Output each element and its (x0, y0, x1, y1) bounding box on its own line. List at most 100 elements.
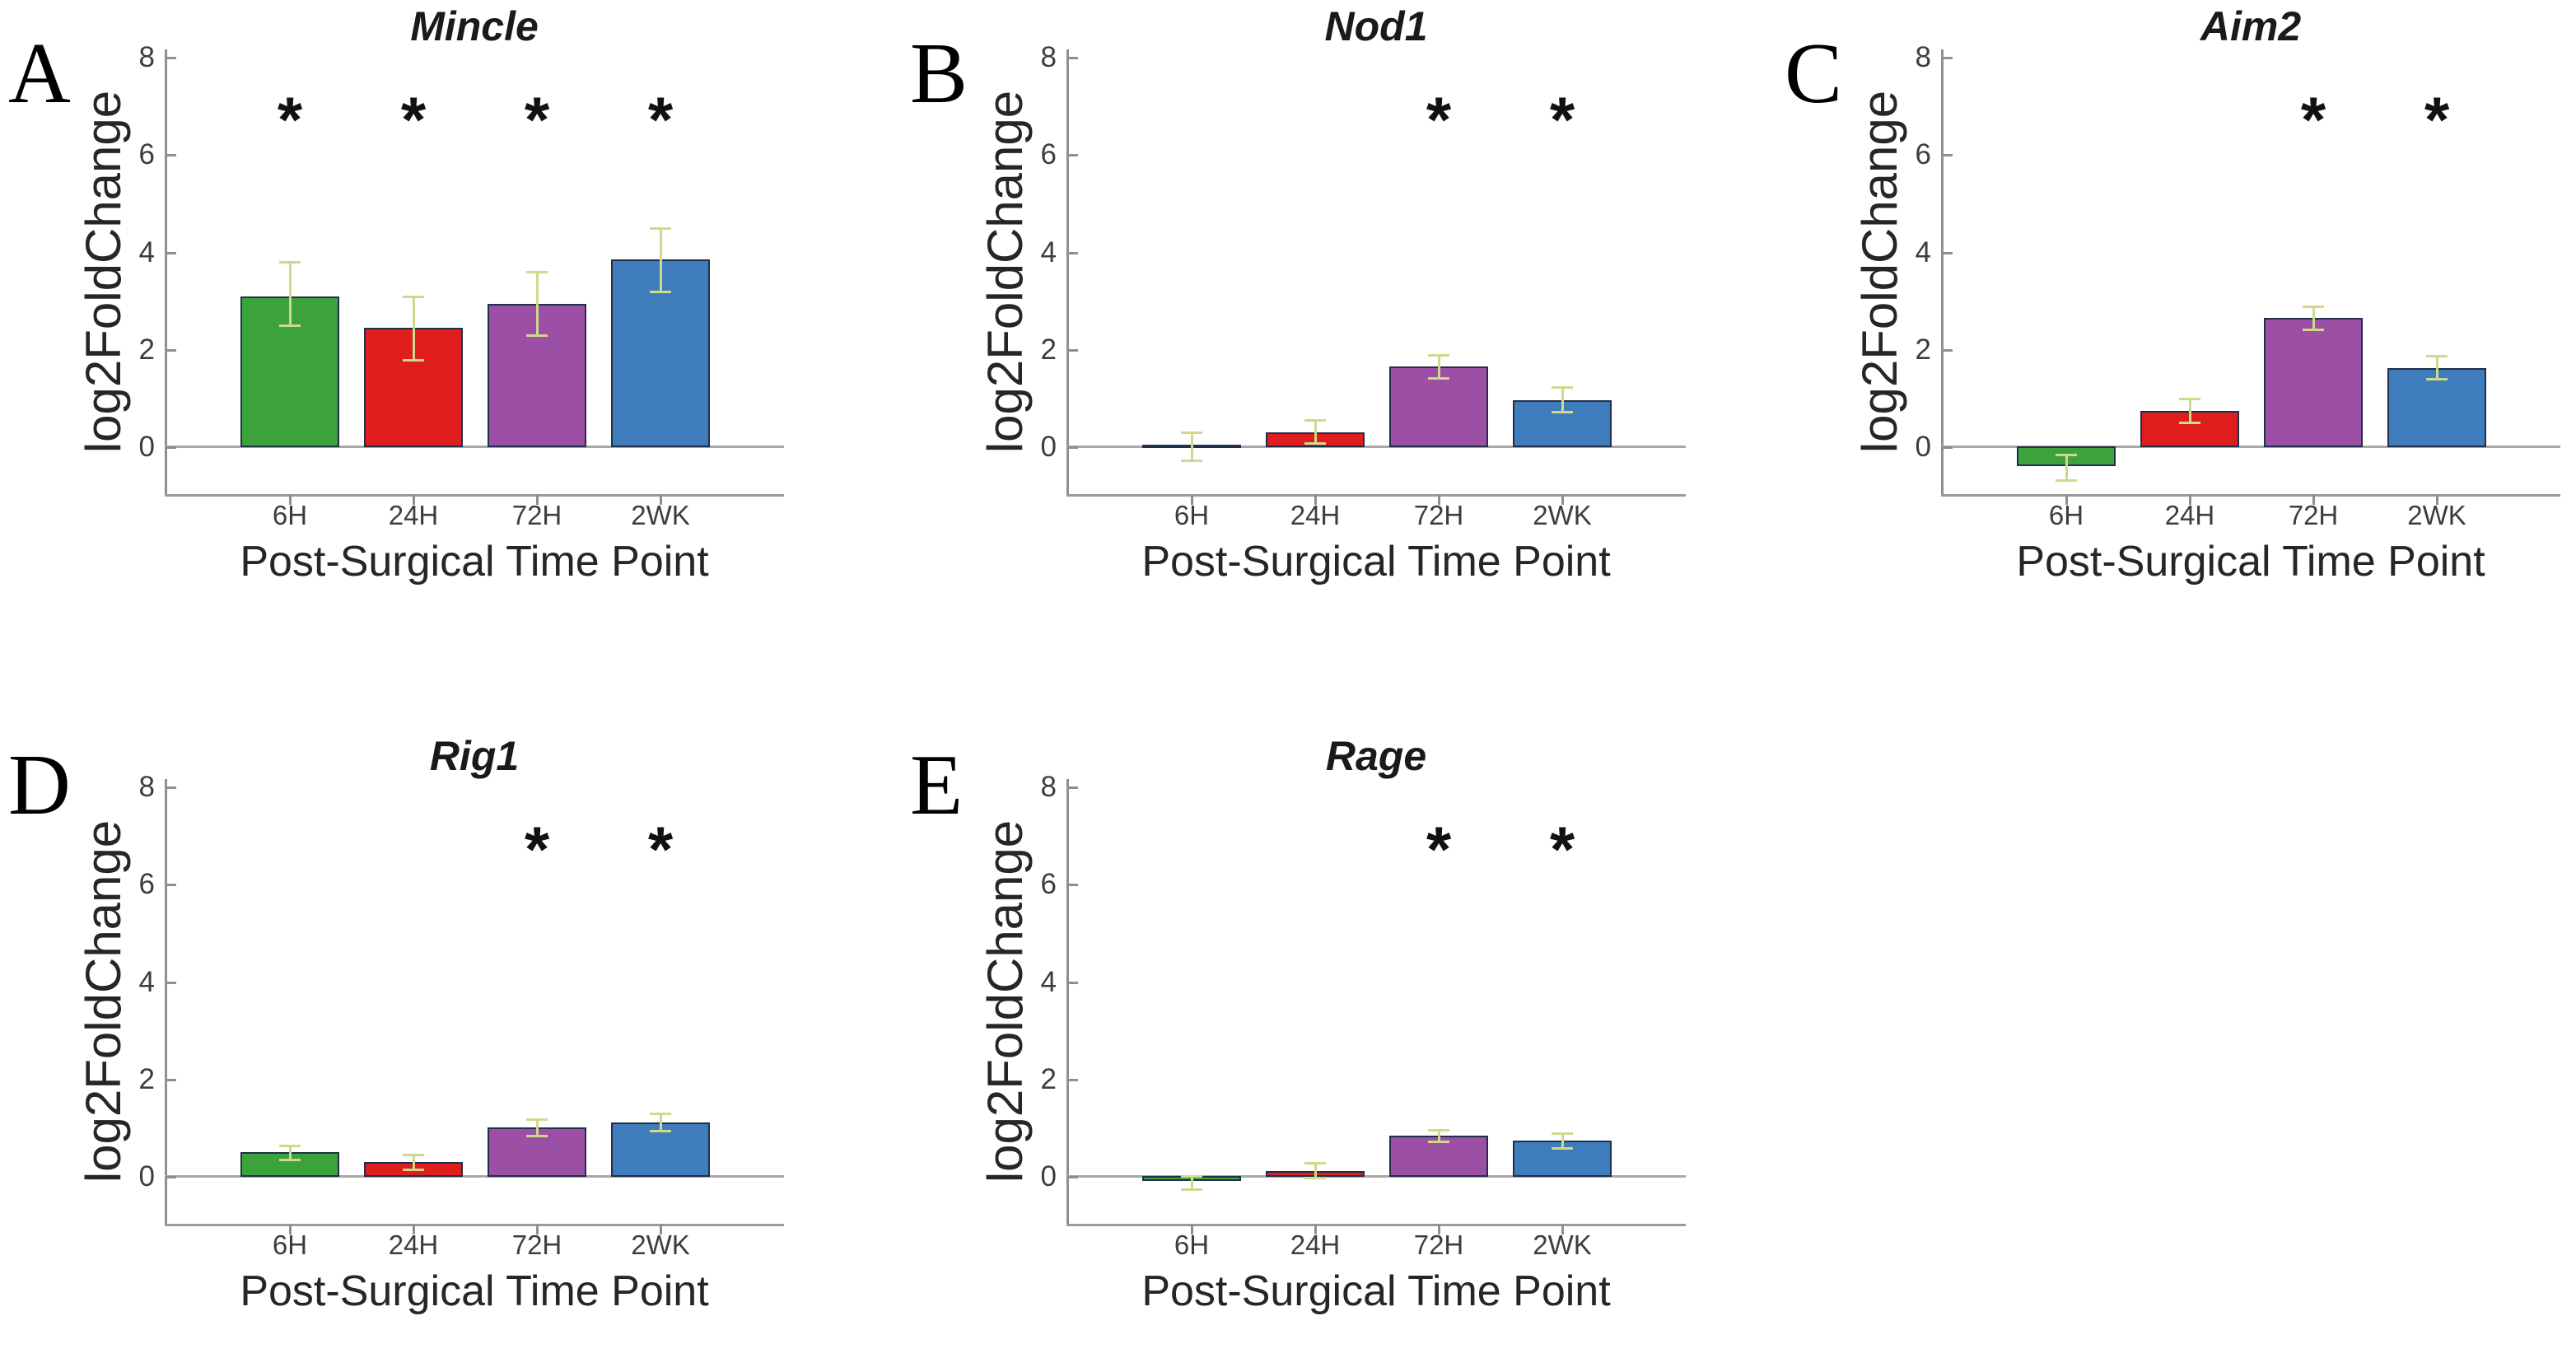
panel-a-mincle: A Mincle log2FoldChange 0 2 4 6 8 6H * 24H * 72H * 2WK… (0, 0, 824, 642)
y-axis-line (1066, 779, 1069, 1226)
error-bar-cap-bottom (1552, 411, 1573, 414)
y-tick-label: 0 (138, 431, 155, 463)
chart-title: Mincle (410, 3, 539, 49)
y-axis-label: log2FoldChange (1852, 90, 1907, 454)
y-tick (1066, 1176, 1078, 1178)
x-tick-label: 6H (1174, 1230, 1210, 1260)
error-bar-cap-top (1428, 353, 1449, 357)
y-tick-label: 2 (1040, 1062, 1057, 1095)
x-tick (660, 494, 662, 505)
x-axis-label: Post-Surgical Time Point (1141, 1267, 1611, 1315)
x-tick-label: 6H (272, 500, 308, 530)
error-bar-line (1314, 1163, 1317, 1178)
x-tick (289, 1224, 292, 1234)
y-tick-label: 4 (1915, 236, 1931, 268)
chart-title: Aim2 (2200, 3, 2302, 49)
error-bar-cap-bottom (1428, 377, 1449, 380)
error-bar-line (1561, 1132, 1564, 1148)
y-tick (165, 1078, 176, 1081)
y-axis-line (1941, 49, 1944, 497)
bar-2wk (2387, 368, 2486, 447)
error-bar-cap-bottom (1552, 1146, 1573, 1150)
x-tick (2065, 494, 2068, 505)
error-bar-line (2188, 398, 2191, 423)
panel-d-rig1: D Rig1 log2FoldChange 0 2 4 6 8 6H 24H 72H * 2WK * Pos… (0, 730, 824, 1372)
significance-asterisk: * (277, 83, 303, 156)
significance-asterisk: * (400, 83, 427, 156)
significance-asterisk: * (524, 83, 550, 156)
y-tick-label: 8 (1040, 771, 1057, 804)
x-tick-label: 24H (1290, 500, 1341, 530)
x-tick-label: 72H (1413, 1230, 1464, 1260)
y-tick (1941, 57, 1953, 60)
y-tick (1941, 446, 1953, 449)
zero-line (165, 446, 784, 448)
error-bar-cap-top (650, 1113, 671, 1116)
error-bar-cap-bottom (1428, 1141, 1449, 1144)
x-tick (1314, 494, 1317, 505)
error-bar-line (1190, 1175, 1193, 1189)
y-tick (1066, 786, 1078, 790)
error-bar-line (2435, 355, 2438, 380)
y-tick (1941, 154, 1953, 157)
bar-72h (2264, 318, 2363, 447)
x-tick (1438, 1224, 1440, 1234)
y-tick-label: 0 (1915, 431, 1931, 463)
x-tick-label: 2WK (631, 500, 690, 530)
y-tick (165, 446, 176, 449)
y-tick-label: 6 (1040, 868, 1057, 901)
y-tick-label: 6 (1915, 138, 1931, 171)
error-bar-cap-top (1552, 386, 1573, 390)
y-tick (165, 251, 176, 254)
error-bar-line (535, 1119, 539, 1136)
x-tick (289, 494, 292, 505)
error-bar-cap-top (1304, 419, 1326, 422)
error-bar-line (1561, 387, 1564, 413)
x-axis-label: Post-Surgical Time Point (1141, 538, 1611, 586)
y-tick (165, 348, 176, 352)
y-tick (1941, 348, 1953, 352)
y-tick (165, 1176, 176, 1178)
x-tick-label: 6H (2048, 500, 2084, 530)
x-tick (2312, 494, 2315, 505)
error-bar-cap-top (2426, 354, 2448, 357)
y-tick-label: 8 (138, 41, 155, 74)
x-axis-line (1941, 494, 2560, 497)
x-tick (1561, 1224, 1564, 1234)
chart-title: Rage (1325, 733, 1427, 779)
error-bar-cap-top (403, 295, 424, 298)
error-bar-cap-bottom (279, 324, 301, 328)
error-bar-cap-top (650, 227, 671, 231)
error-bar-line (2312, 306, 2315, 329)
chart-title: Rig1 (429, 733, 520, 779)
error-bar-cap-top (1181, 432, 1202, 435)
y-tick (1941, 251, 1953, 254)
error-bar-cap-top (2303, 305, 2324, 308)
error-bar-cap-bottom (650, 290, 671, 293)
x-axis-line (1066, 1224, 1686, 1226)
x-tick (536, 1224, 539, 1234)
x-axis-line (165, 1224, 784, 1226)
significance-asterisk: * (524, 813, 550, 885)
panel-letter-b: B (910, 25, 968, 121)
x-tick-label: 72H (1413, 500, 1464, 530)
error-bar-cap-bottom (2179, 422, 2200, 425)
y-axis-line (165, 49, 167, 497)
y-tick-label: 4 (138, 236, 155, 268)
error-bar-cap-bottom (1304, 442, 1326, 446)
error-bar-cap-bottom (2056, 479, 2077, 483)
x-tick-label: 2WK (1533, 500, 1592, 530)
error-bar-line (535, 272, 539, 336)
y-tick-label: 2 (138, 1062, 155, 1095)
x-tick-label: 2WK (2407, 500, 2466, 530)
panel-letter-e: E (910, 736, 964, 833)
error-bar-cap-top (403, 1154, 424, 1157)
zero-line (1941, 446, 2560, 448)
panel-letter-c: C (1785, 25, 1843, 121)
x-axis-label: Post-Surgical Time Point (240, 538, 709, 586)
y-tick (1066, 1078, 1078, 1081)
error-bar-cap-bottom (2426, 378, 2448, 381)
error-bar-cap-bottom (1181, 1188, 1202, 1191)
error-bar-cap-top (1552, 1132, 1573, 1135)
x-tick (1191, 1224, 1193, 1234)
